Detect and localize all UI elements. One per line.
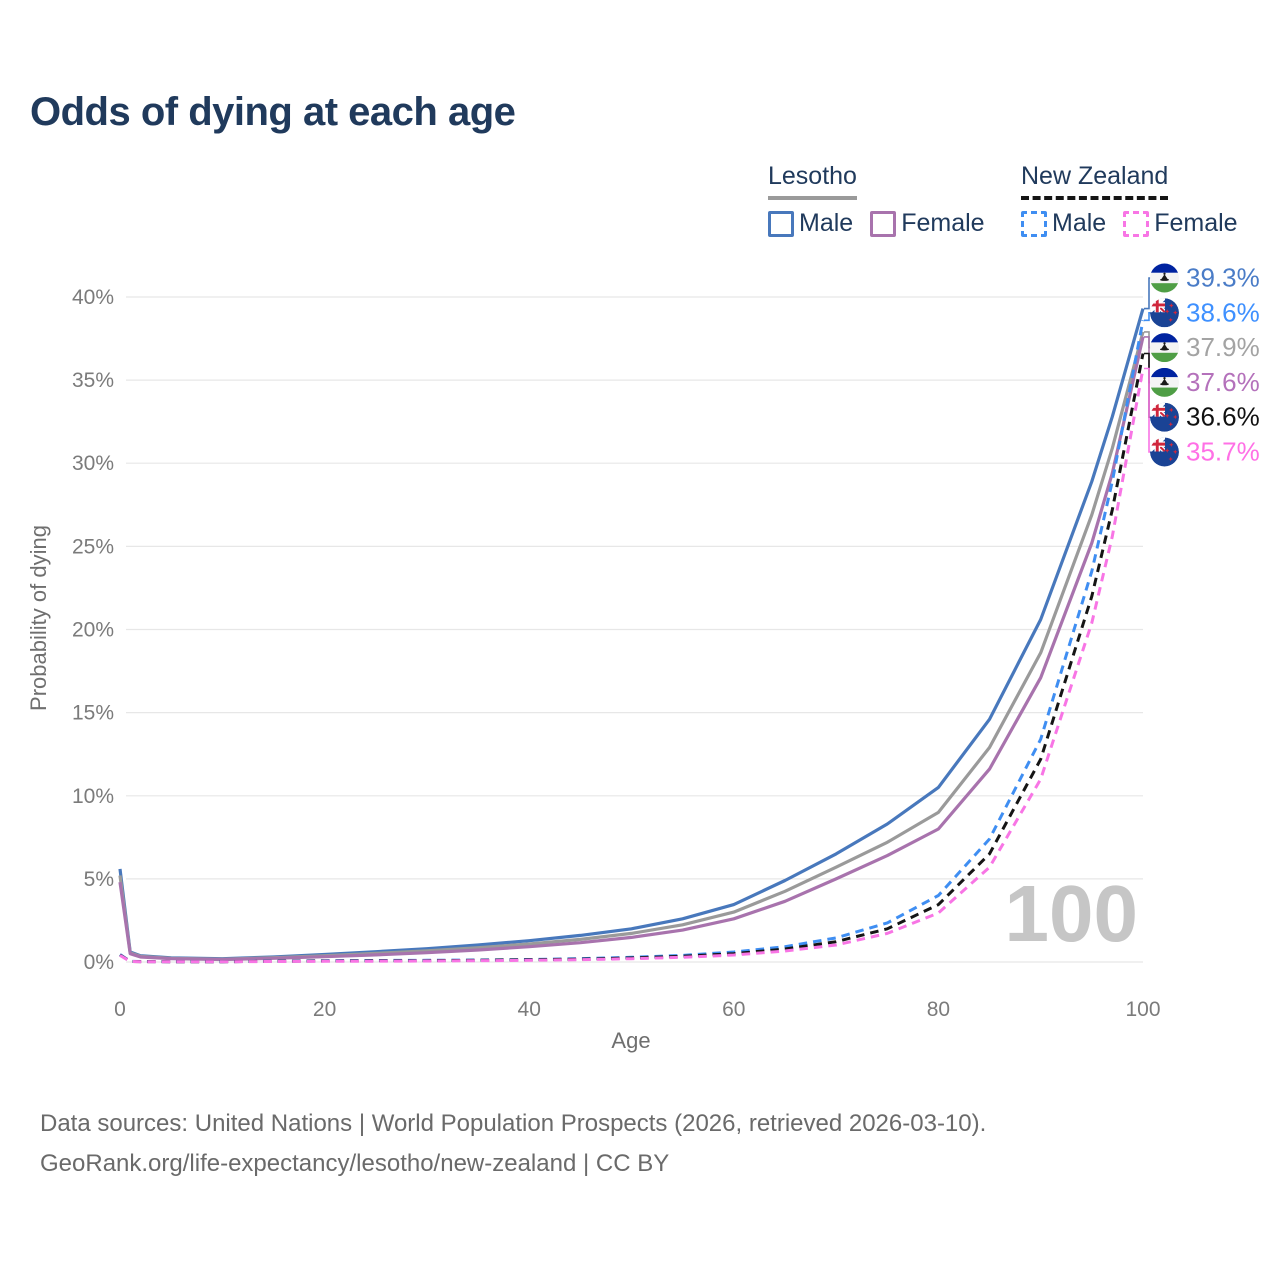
lesotho-flag-icon [1150,368,1179,397]
x-axis-title: Age [611,1028,650,1053]
legend-item-new-zealand-male[interactable]: Male [1021,209,1106,238]
legend-header-lesotho[interactable]: Lesotho [768,162,857,200]
lesotho-male-swatch-icon [768,210,794,237]
new-zealand-flag-icon [1148,296,1179,327]
end-label: 37.9% [1150,332,1260,363]
gridlines [126,296,1143,963]
legend-header-new-zealand[interactable]: New Zealand [1021,162,1169,200]
end-label-value: 37.9% [1186,332,1260,362]
new-zealand-flag-icon [1148,435,1179,466]
x-axis-ticks: 0 20 40 60 80 100 [114,998,1160,1021]
legend-item-label: Female [901,209,985,237]
lesotho-flag-icon [1150,333,1179,362]
end-label-value: 37.6% [1186,367,1260,397]
end-label: 36.6% [1148,401,1260,432]
footer: Data sources: United Nations | World Pop… [40,1104,986,1184]
new-zealand-female-swatch-icon [1123,210,1150,237]
y-axis-title: Probability of dying [26,525,51,711]
y-tick-label: 5% [84,868,114,891]
series-lines [118,308,1145,964]
legend-item-label: Female [1154,209,1238,237]
x-tick-label: 100 [1125,998,1160,1021]
series-line-new-zealand-female[interactable] [119,368,1145,964]
x-tick-label: 60 [722,998,745,1021]
x-tick-label: 40 [518,998,541,1021]
end-label: 38.6% [1148,296,1260,328]
y-tick-label: 10% [72,785,114,808]
footer-attribution-line: GeoRank.org/life-expectancy/lesotho/new-… [40,1150,670,1177]
series-line-lesotho-female[interactable] [118,336,1145,962]
legend-item-label: Male [799,209,854,237]
series-line-new-zealand-both[interactable] [119,353,1145,964]
y-tick-label: 0% [84,951,114,974]
legend-group-lesotho: Lesotho Male Female [768,162,985,238]
new-zealand-flag-icon [1148,401,1179,432]
y-tick-label: 35% [72,369,114,392]
lesotho-female-swatch-icon [870,210,897,237]
end-labels: 39.3% 38.6% 37.9% 37.6% 36.6% 35.7% [1148,263,1260,467]
y-tick-label: 30% [72,452,114,475]
legend-group-new-zealand: New Zealand Male Female [1021,162,1238,238]
y-axis-ticks: 40% 35% 30% 25% 20% 15% 10% 5% 0% [72,286,114,974]
end-label-connectors [1144,277,1154,453]
page-title: Odds of dying at each age [30,90,516,134]
legend-item-lesotho-female[interactable]: Female [870,209,985,238]
end-label: 39.3% [1150,263,1260,293]
chart-plot-area[interactable] [120,290,1143,962]
footer-datasource-line: Data sources: United Nations | World Pop… [40,1110,987,1137]
end-label-value: 36.6% [1186,402,1260,432]
x-tick-label: 0 [114,998,126,1021]
end-label: 35.7% [1148,435,1260,467]
legend-item-lesotho-male[interactable]: Male [768,209,853,238]
new-zealand-male-swatch-icon [1021,210,1047,237]
end-label-value: 38.6% [1186,297,1260,327]
end-label-value: 35.7% [1186,437,1260,467]
y-tick-label: 20% [72,619,114,642]
x-tick-label: 20 [313,998,336,1021]
legend-item-new-zealand-female[interactable]: Female [1123,209,1238,238]
lesotho-flag-icon [1150,264,1179,293]
end-label: 37.6% [1150,367,1260,397]
x-tick-label: 80 [927,998,950,1021]
y-tick-label: 25% [72,535,114,558]
hover-age-watermark: 100 [1005,869,1138,958]
legend-item-label: Male [1052,209,1107,237]
y-tick-label: 40% [72,286,114,309]
end-label-value: 39.3% [1186,263,1260,293]
y-tick-label: 15% [72,702,114,725]
